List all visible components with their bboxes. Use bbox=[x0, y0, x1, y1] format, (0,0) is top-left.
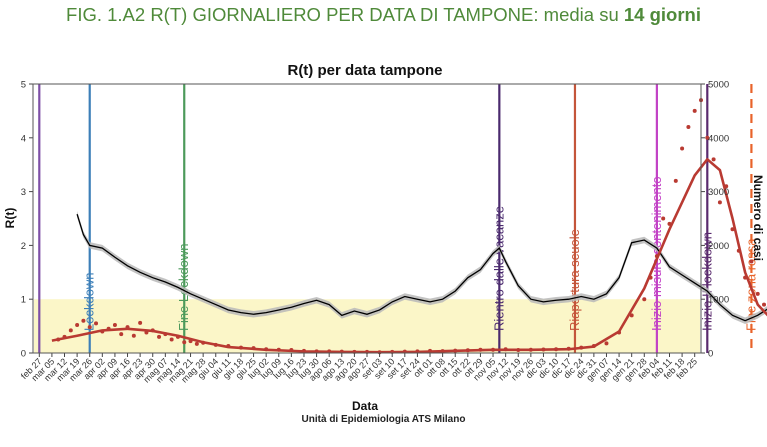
cases-point bbox=[711, 157, 716, 162]
cases-point bbox=[68, 328, 73, 333]
event-label: Inizio misure contenimento bbox=[649, 176, 664, 331]
event-label: Lockdown bbox=[82, 272, 97, 331]
y-tick-label: 1 bbox=[21, 295, 26, 306]
y-tick-label: 3 bbox=[21, 187, 26, 198]
cases-point bbox=[673, 178, 678, 183]
y-tick-label: 4 bbox=[21, 133, 26, 144]
cases-point bbox=[157, 334, 162, 339]
y2-tick-label: 5000 bbox=[708, 80, 729, 91]
cases-point bbox=[169, 337, 174, 342]
cases-point bbox=[717, 200, 722, 205]
rt-line bbox=[76, 214, 767, 322]
cases-point bbox=[661, 216, 666, 221]
threshold-band-layer bbox=[34, 299, 700, 353]
y2-tick-label: 1000 bbox=[708, 295, 729, 306]
rt-confidence-band bbox=[77, 210, 767, 324]
cases-point bbox=[629, 313, 634, 318]
cases-point bbox=[87, 325, 92, 330]
cases-point bbox=[642, 297, 647, 302]
cases-point bbox=[762, 302, 767, 307]
cases-point bbox=[75, 323, 80, 328]
cases-point bbox=[194, 341, 199, 346]
y-tick-label: 5 bbox=[21, 80, 26, 91]
footer-credit: Unità di Epidemiologia ATS Milano bbox=[301, 414, 466, 425]
cases-point bbox=[94, 321, 99, 326]
event-label: Riapertura scuole bbox=[567, 229, 582, 331]
plot-frame bbox=[32, 83, 702, 354]
cases-point bbox=[182, 340, 187, 345]
cases-point bbox=[138, 320, 143, 325]
cases-point bbox=[755, 291, 760, 296]
cases-point bbox=[705, 135, 710, 140]
cases-point bbox=[81, 318, 86, 323]
cases-point bbox=[749, 259, 754, 264]
cases-point bbox=[131, 333, 136, 338]
threshold-band bbox=[34, 299, 700, 353]
y2-tick-label: 4000 bbox=[708, 133, 729, 144]
figure-title-main: FIG. 1.A2 R(T) GIORNALIERO PER DATA DI T… bbox=[66, 4, 624, 25]
cases-point bbox=[692, 108, 697, 113]
cases-point bbox=[119, 332, 124, 337]
chart-title: R(t) per data tampone bbox=[287, 62, 442, 79]
cases-point bbox=[604, 341, 609, 346]
y2-axis-label: Numero di casi bbox=[751, 175, 765, 261]
x-axis-label: Data bbox=[352, 399, 378, 413]
y-tick-label: 0 bbox=[21, 349, 26, 360]
y-axis-label: R(t) bbox=[3, 208, 17, 229]
y-tick-label: 2 bbox=[21, 241, 26, 252]
y2-tick-label: 2000 bbox=[708, 241, 729, 252]
rt-series-layer bbox=[76, 210, 767, 324]
event-label: Rientro dalle vacanze bbox=[491, 206, 506, 331]
y2-tick-label: 3000 bbox=[708, 187, 729, 198]
figure-title-bold: 14 giorni bbox=[623, 4, 701, 25]
y2-tick-label: 0 bbox=[708, 349, 713, 360]
figure-title: FIG. 1.A2 R(T) GIORNALIERO PER DATA DI T… bbox=[0, 4, 767, 26]
event-label: Inizio II lockdown bbox=[699, 232, 714, 331]
cases-point bbox=[112, 323, 117, 328]
cases-smooth-line bbox=[51, 158, 767, 354]
cases-point bbox=[680, 146, 685, 151]
cases-point bbox=[686, 125, 691, 130]
